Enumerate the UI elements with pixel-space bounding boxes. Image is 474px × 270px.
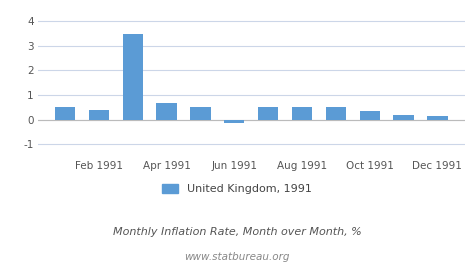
Bar	[123, 35, 143, 120]
Bar	[224, 120, 245, 123]
Bar	[393, 115, 414, 120]
Text: Monthly Inflation Rate, Month over Month, %: Monthly Inflation Rate, Month over Month…	[113, 227, 361, 237]
Bar	[360, 111, 380, 120]
Bar	[258, 107, 278, 120]
Bar	[326, 107, 346, 120]
Text: www.statbureau.org: www.statbureau.org	[184, 251, 290, 262]
Bar	[55, 107, 75, 120]
Bar	[427, 116, 447, 120]
Bar	[156, 103, 177, 120]
Legend: United Kingdom, 1991: United Kingdom, 1991	[162, 184, 312, 194]
Bar	[89, 110, 109, 120]
Bar	[190, 107, 210, 120]
Bar	[292, 107, 312, 120]
